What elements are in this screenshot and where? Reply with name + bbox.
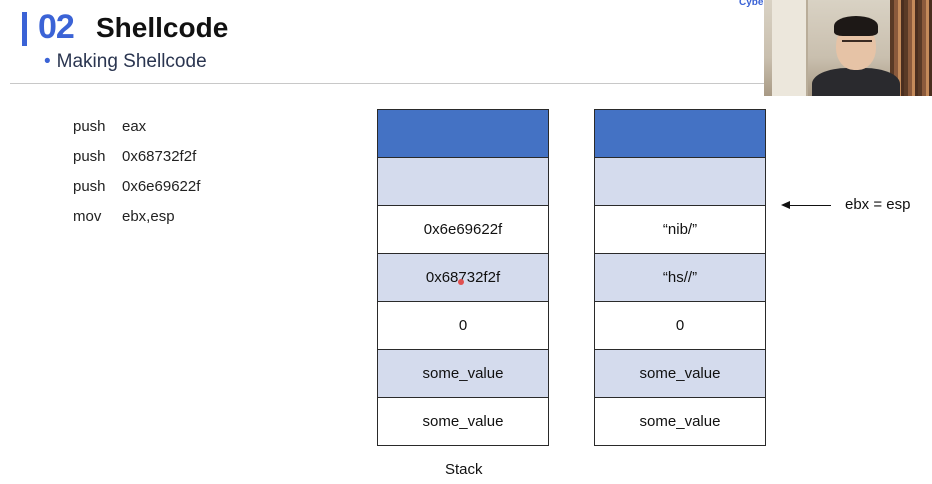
code-op: mov <box>73 208 102 225</box>
cam-person-hair <box>834 16 878 36</box>
code-line: push 0x68732f2f <box>73 147 200 177</box>
code-arg: ebx,esp <box>122 208 175 225</box>
stack-cell <box>378 158 548 206</box>
code-arg: 0x6e69622f <box>122 178 201 195</box>
stack-cell: “nib/” <box>595 206 765 254</box>
section-number: 02 <box>38 8 75 46</box>
stack-cell: “hs//” <box>595 254 765 302</box>
stack-cell: 0 <box>378 302 548 350</box>
stack-cell <box>595 110 765 158</box>
laser-pointer-dot <box>458 279 464 285</box>
cam-person-glasses <box>842 40 872 48</box>
pointer-label: ebx = esp <box>845 196 911 213</box>
cam-door <box>772 0 808 96</box>
code-op: push <box>73 148 106 165</box>
stack-cell <box>378 110 548 158</box>
stack-cell: 0x6e69622f <box>378 206 548 254</box>
code-op: push <box>73 178 106 195</box>
code-arg: 0x68732f2f <box>122 148 197 165</box>
arrow-left-icon <box>781 201 790 209</box>
bullet-icon: • <box>44 51 51 72</box>
assembly-listing: push eax push 0x68732f2f push 0x6e69622f… <box>73 117 200 237</box>
stack-cell: some_value <box>378 398 548 445</box>
stack-cell: 0 <box>595 302 765 350</box>
stack-cell: 0x68732f2f <box>378 254 548 302</box>
code-line: push eax <box>73 117 200 147</box>
brand-logo: Cybe <box>739 0 764 8</box>
stack-cell: some_value <box>595 350 765 398</box>
code-arg: eax <box>122 118 147 135</box>
pointer-arrow-line <box>789 205 831 206</box>
stack-caption: Stack <box>445 461 483 478</box>
webcam-video <box>764 0 932 96</box>
stack-cell: some_value <box>595 398 765 445</box>
stack-string-values: “nib/” “hs//” 0 some_value some_value <box>594 109 766 446</box>
subtitle-text: Making Shellcode <box>56 51 207 72</box>
cam-person-body <box>812 68 900 96</box>
stack-cell: some_value <box>378 350 548 398</box>
title-accent-bar <box>22 12 27 46</box>
code-line: mov ebx,esp <box>73 207 200 237</box>
stack-cell <box>595 158 765 206</box>
code-line: push 0x6e69622f <box>73 177 200 207</box>
subtitle: • Making Shellcode <box>44 51 207 73</box>
stack-hex-values: 0x6e69622f 0x68732f2f 0 some_value some_… <box>377 109 549 446</box>
header-divider <box>10 83 770 84</box>
code-op: push <box>73 118 106 135</box>
page-title: Shellcode <box>96 12 229 43</box>
